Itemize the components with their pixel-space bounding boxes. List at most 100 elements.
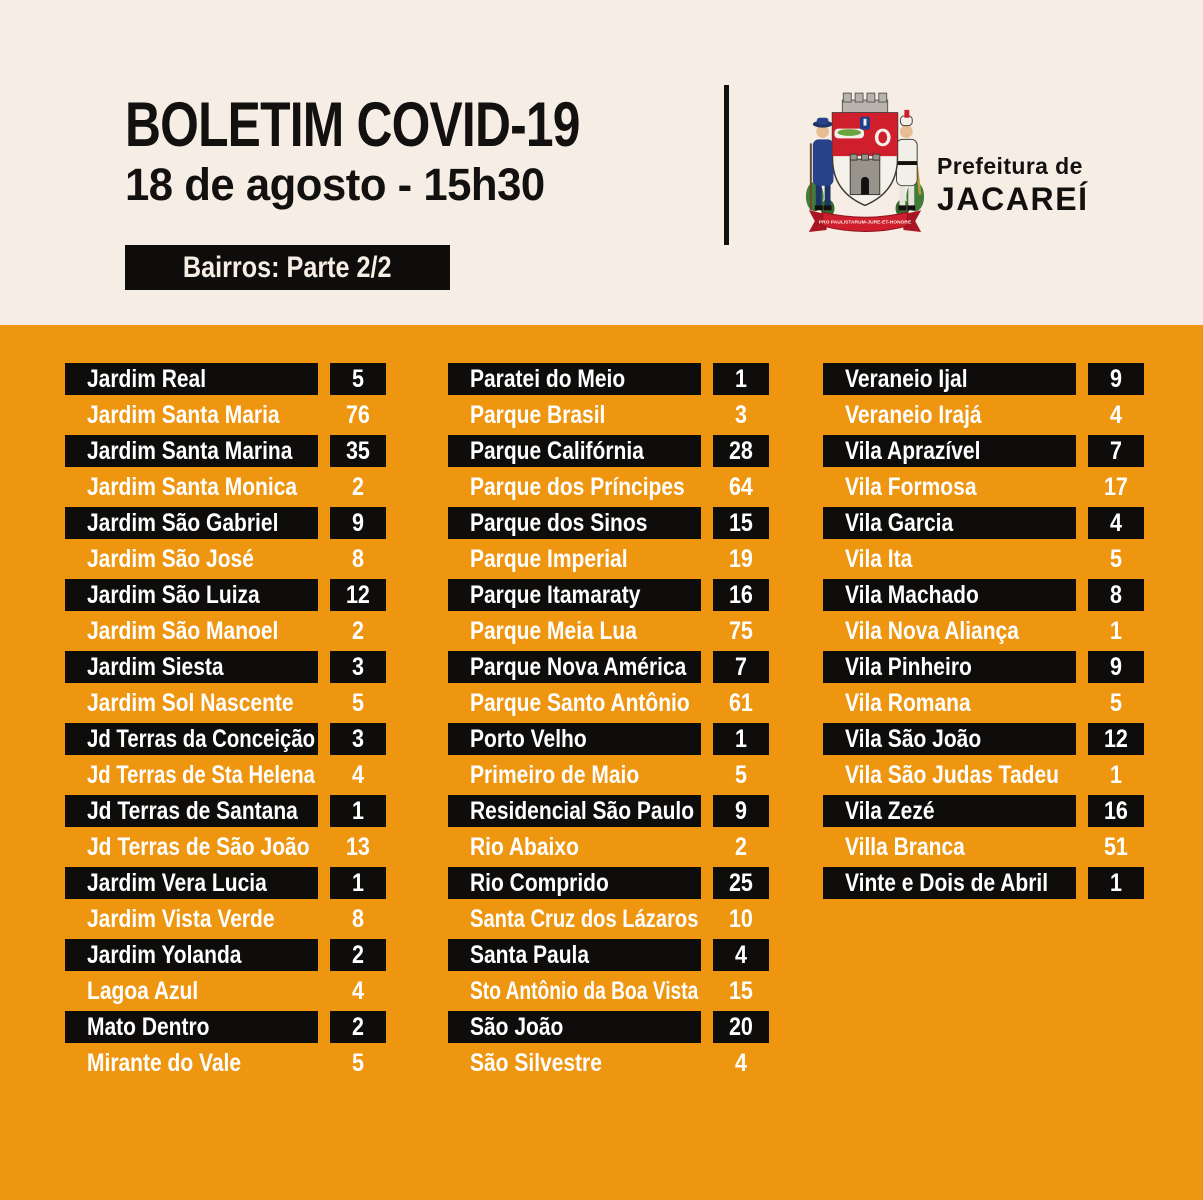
bairro-name: Vinte e Dois de Abril bbox=[823, 867, 1076, 899]
bairro-row: Vila Machado 8 bbox=[823, 579, 1144, 611]
bairro-name: Jardim São José bbox=[87, 544, 254, 573]
bairro-name: Vila Ita bbox=[845, 544, 913, 573]
bairro-count: 61 bbox=[729, 688, 753, 717]
bairro-row: Lagoa Azul 4 bbox=[65, 975, 386, 1007]
bairro-name: Parque Califórnia bbox=[448, 435, 701, 467]
bairro-count: 15 bbox=[713, 507, 769, 539]
bairro-row: Jardim Sol Nascente 5 bbox=[65, 687, 386, 719]
bairro-name: Villa Branca bbox=[845, 832, 965, 861]
bairro-count: 5 bbox=[1110, 544, 1122, 573]
bairro-name: Jardim Vista Verde bbox=[87, 904, 275, 933]
bairro-row: Santa Cruz dos Lázaros 10 bbox=[448, 903, 769, 935]
bairro-count: 4 bbox=[1088, 507, 1144, 539]
bairro-name: Vila Zezé bbox=[823, 795, 1076, 827]
bairro-row: Veraneio Ijal 9 bbox=[823, 363, 1144, 395]
bairro-name: Jd Terras de Santana bbox=[65, 795, 318, 827]
bairro-row: Vila Zezé 16 bbox=[823, 795, 1144, 827]
bairro-row: Veraneio Irajá 4 bbox=[823, 399, 1144, 431]
bairro-count: 5 bbox=[735, 760, 747, 789]
bairro-count: 4 bbox=[352, 976, 364, 1005]
bairro-count: 2 bbox=[352, 472, 364, 501]
bairro-name: Rio Abaixo bbox=[470, 832, 579, 861]
bairro-count: 5 bbox=[1110, 688, 1122, 717]
bairro-name: Jd Terras de Sta Helena bbox=[87, 760, 315, 789]
bairro-count: 2 bbox=[735, 832, 747, 861]
bairro-count: 5 bbox=[352, 688, 364, 717]
bairro-name: Vila Pinheiro bbox=[823, 651, 1076, 683]
bairro-row: Paratei do Meio 1 bbox=[448, 363, 769, 395]
bairro-count: 4 bbox=[352, 760, 364, 789]
bairro-count: 25 bbox=[713, 867, 769, 899]
bairro-name: Parque Santo Antônio bbox=[470, 688, 690, 717]
motto-text: PRO PAULISTARUM-JURE-ET-HONORE bbox=[819, 220, 912, 226]
org-name-line2: JACAREÍ bbox=[937, 181, 1089, 217]
bairro-count: 9 bbox=[1088, 651, 1144, 683]
bairro-row: Parque dos Sinos 15 bbox=[448, 507, 769, 539]
bairro-row: Vila São Judas Tadeu 1 bbox=[823, 759, 1144, 791]
bairro-count: 64 bbox=[729, 472, 753, 501]
bairro-row: Rio Abaixo 2 bbox=[448, 831, 769, 863]
bairro-count: 3 bbox=[330, 651, 386, 683]
bairro-count: 2 bbox=[352, 616, 364, 645]
bairro-name: Jardim São Manoel bbox=[87, 616, 279, 645]
bairro-name: Jardim Real bbox=[65, 363, 318, 395]
bairro-count: 17 bbox=[1104, 472, 1128, 501]
bairro-count: 12 bbox=[330, 579, 386, 611]
vertical-divider bbox=[724, 85, 729, 245]
bairro-name: Jardim Santa Marina bbox=[65, 435, 318, 467]
bairro-name: Parque Meia Lua bbox=[470, 616, 637, 645]
motto-ribbon: PRO PAULISTARUM-JURE-ET-HONORE bbox=[808, 210, 922, 232]
crest-shield bbox=[831, 112, 899, 207]
part-badge: Bairros: Parte 2/2 bbox=[125, 245, 450, 290]
bairro-row: Jardim São Luiza 12 bbox=[65, 579, 386, 611]
bairro-count: 76 bbox=[346, 400, 370, 429]
bairro-count: 1 bbox=[713, 363, 769, 395]
bairro-row: Rio Comprido 25 bbox=[448, 867, 769, 899]
bairro-row: Jardim Vista Verde 8 bbox=[65, 903, 386, 935]
bairro-row: Jardim Yolanda 2 bbox=[65, 939, 386, 971]
bairro-name: Jd Terras de São João bbox=[87, 832, 310, 861]
bairro-count: 15 bbox=[729, 976, 753, 1005]
bairro-count: 12 bbox=[1088, 723, 1144, 755]
bairro-row: Vila Formosa 17 bbox=[823, 471, 1144, 503]
bairro-count: 5 bbox=[352, 1048, 364, 1077]
bairro-name: Vila Garcia bbox=[823, 507, 1076, 539]
bairro-count: 8 bbox=[1088, 579, 1144, 611]
bairro-name: São João bbox=[448, 1011, 701, 1043]
part-badge-label: Bairros: Parte 2/2 bbox=[183, 250, 392, 284]
bairro-count: 4 bbox=[713, 939, 769, 971]
bairro-name: Parque Imperial bbox=[470, 544, 628, 573]
bairro-row: Parque Meia Lua 75 bbox=[448, 615, 769, 647]
bairro-name: Jardim São Gabriel bbox=[65, 507, 318, 539]
bairro-count: 8 bbox=[352, 544, 364, 573]
bairro-name: Parque Nova América bbox=[448, 651, 701, 683]
soldier-figure bbox=[896, 109, 922, 211]
bairro-name: Sto Antônio da Boa Vista bbox=[470, 976, 699, 1005]
bairro-name: Lagoa Azul bbox=[87, 976, 199, 1005]
bairro-count: 2 bbox=[330, 939, 386, 971]
bairros-column-3: Veraneio Ijal 9 Veraneio Irajá 4 Vila Aprazí… bbox=[823, 363, 1144, 903]
bairro-count: 51 bbox=[1104, 832, 1128, 861]
bairro-row: Villa Branca 51 bbox=[823, 831, 1144, 863]
bairro-count: 75 bbox=[729, 616, 753, 645]
bairro-count: 3 bbox=[735, 400, 747, 429]
bairro-row: Jardim São Gabriel 9 bbox=[65, 507, 386, 539]
bairro-row: Sto Antônio da Boa Vista 15 bbox=[448, 975, 769, 1007]
bairro-row: Jardim Santa Maria 76 bbox=[65, 399, 386, 431]
bairro-row: Jd Terras de Santana 1 bbox=[65, 795, 386, 827]
coat-of-arms: PRO PAULISTARUM-JURE-ET-HONORE bbox=[805, 92, 925, 232]
bairro-name: Jardim Yolanda bbox=[65, 939, 318, 971]
bairro-name: Vila Nova Aliança bbox=[845, 616, 1019, 645]
bairro-row: Vila Pinheiro 9 bbox=[823, 651, 1144, 683]
bairro-name: Parque Brasil bbox=[470, 400, 606, 429]
bairro-row: Mato Dentro 2 bbox=[65, 1011, 386, 1043]
bairro-name: Vila São João bbox=[823, 723, 1076, 755]
bairro-count: 13 bbox=[346, 832, 370, 861]
bairro-row: Jardim São Manoel 2 bbox=[65, 615, 386, 647]
bairro-name: Primeiro de Maio bbox=[470, 760, 640, 789]
bairro-count: 4 bbox=[1110, 400, 1122, 429]
bairro-row: Vinte e Dois de Abril 1 bbox=[823, 867, 1144, 899]
bairro-count: 1 bbox=[1110, 760, 1122, 789]
bairro-count: 1 bbox=[713, 723, 769, 755]
bairro-row: Jd Terras de São João 13 bbox=[65, 831, 386, 863]
